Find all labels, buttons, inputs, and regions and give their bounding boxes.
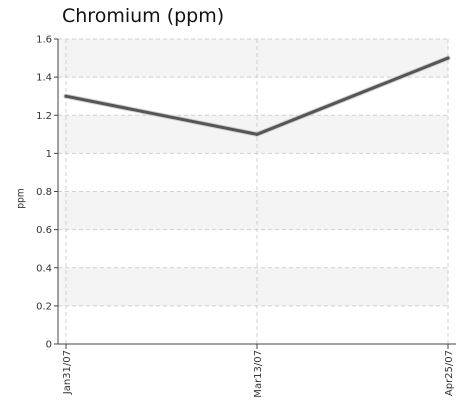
y-tick-label: 1.4 [36, 73, 52, 84]
data-point [255, 132, 259, 136]
plot-background-bands [58, 39, 448, 306]
chart-title: Chromium (ppm) [62, 5, 225, 27]
x-tick-label: Apr25/07 [444, 350, 455, 396]
data-point [446, 56, 450, 60]
y-tick-label: 1 [46, 149, 52, 160]
y-tick-label: 0.2 [36, 301, 52, 312]
y-tick-label: 0.4 [36, 263, 52, 274]
plot-band [58, 39, 448, 78]
plot-band [58, 191, 448, 230]
series-layer [63, 55, 451, 137]
grid-lines [58, 38, 449, 344]
x-tick-label: Mar13/07 [253, 350, 264, 398]
plot-band [58, 267, 448, 306]
x-tick-label: Jan31/07 [62, 350, 73, 395]
y-axis-ticks: 0 0.2 0.4 0.6 0.8 1 1.2 1.4 1.6 [36, 35, 58, 351]
y-tick-label: 1.6 [36, 35, 52, 46]
y-tick-label: 0.6 [36, 225, 52, 236]
y-tick-label: 0.8 [36, 187, 52, 198]
y-tick-label: 1.2 [36, 111, 52, 122]
y-tick-label: 0 [46, 340, 52, 351]
data-point [64, 94, 68, 98]
x-axis-ticks: Jan31/07 Mar13/07 Apr25/07 [62, 344, 455, 398]
